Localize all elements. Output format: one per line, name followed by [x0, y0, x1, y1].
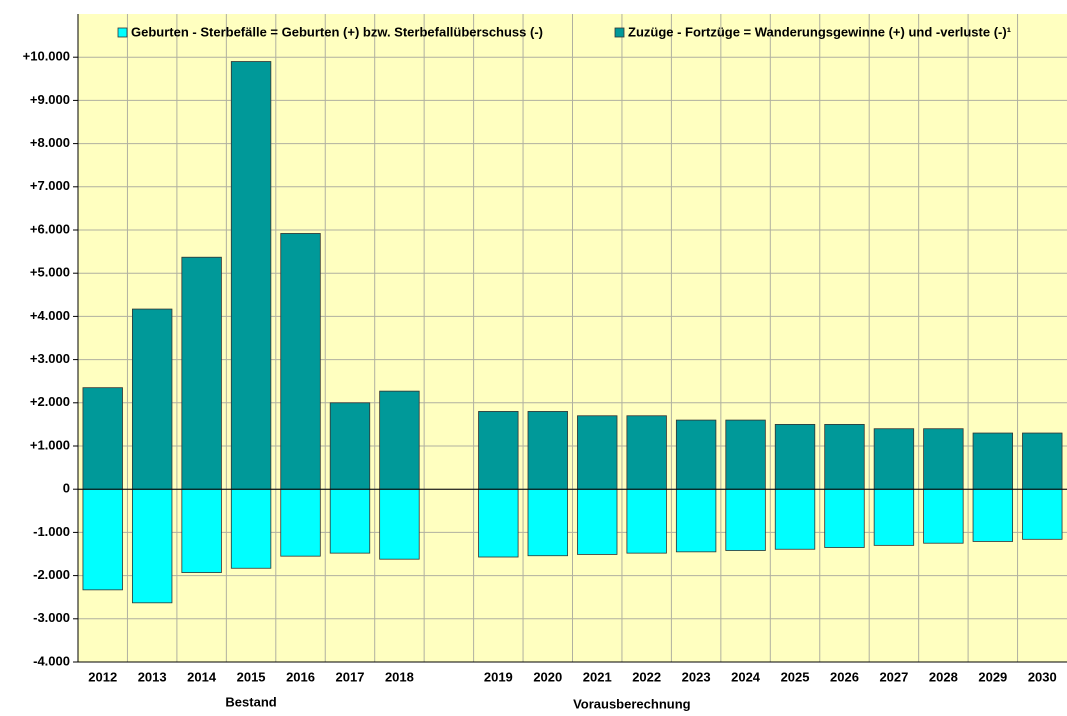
- x-tick-label: 2015: [237, 669, 266, 684]
- bar: [774, 488, 816, 550]
- bar: [725, 419, 766, 490]
- x-tick-label: 2017: [336, 669, 365, 684]
- x-tick-label: 2014: [187, 669, 217, 684]
- y-tick-label: +5.000: [30, 265, 70, 280]
- bar: [280, 488, 321, 557]
- bar: [379, 488, 420, 560]
- x-tick-label: 2024: [731, 669, 761, 684]
- bar: [82, 387, 123, 490]
- bar: [873, 428, 915, 490]
- y-tick-label: -3.000: [33, 610, 70, 625]
- legend-swatch: [117, 27, 128, 38]
- bar: [181, 488, 222, 573]
- bar: [626, 488, 667, 554]
- bar: [675, 419, 717, 490]
- bar: [527, 488, 568, 557]
- bar: [131, 308, 173, 490]
- legend-label: Zuzüge - Fortzüge = Wanderungsgewinne (+…: [628, 24, 1011, 39]
- bar: [923, 428, 964, 490]
- legend-label: Geburten - Sterbefälle = Geburten (+) bz…: [131, 24, 543, 39]
- x-tick-label: 2018: [385, 669, 414, 684]
- bar: [626, 415, 667, 490]
- bar: [379, 390, 420, 490]
- y-tick-label: -2.000: [33, 567, 70, 582]
- bar: [725, 488, 766, 551]
- legend-swatch: [614, 27, 625, 38]
- bar: [824, 488, 865, 548]
- bar: [527, 411, 568, 490]
- bar: [1022, 488, 1063, 540]
- bar: [478, 411, 519, 490]
- bar: [675, 488, 717, 553]
- y-tick-label: -1.000: [33, 524, 70, 539]
- bar: [280, 233, 321, 490]
- bar: [329, 488, 371, 554]
- x-tick-label: 2026: [830, 669, 859, 684]
- y-tick-label: +8.000: [30, 135, 70, 150]
- x-tick-label: 2023: [682, 669, 711, 684]
- bar: [230, 61, 272, 490]
- bar: [131, 488, 173, 604]
- x-tick-label: 2016: [286, 669, 315, 684]
- y-tick-label: +7.000: [30, 178, 70, 193]
- bar: [972, 488, 1014, 542]
- bar: [1022, 432, 1063, 490]
- x-tick-label: 2022: [632, 669, 661, 684]
- x-tick-label: 2025: [781, 669, 810, 684]
- bar: [972, 432, 1014, 490]
- y-tick-label: 0: [63, 481, 70, 496]
- x-tick-label: 2019: [484, 669, 513, 684]
- x-tick-label: 2012: [88, 669, 117, 684]
- y-tick-label: +3.000: [30, 351, 70, 366]
- bar: [478, 488, 519, 558]
- bar: [873, 488, 915, 546]
- y-tick-label: +1.000: [30, 437, 70, 452]
- bar: [329, 402, 371, 490]
- x-tick-label: 2030: [1028, 669, 1057, 684]
- bar: [577, 415, 618, 490]
- bar: [230, 488, 272, 569]
- bar: [824, 423, 865, 490]
- x-tick-label: 2020: [533, 669, 562, 684]
- bar: [82, 488, 123, 591]
- x-tick-label: 2021: [583, 669, 612, 684]
- group-label: Vorausberechnung: [573, 696, 691, 711]
- x-tick-label: 2029: [978, 669, 1007, 684]
- y-tick-label: +4.000: [30, 308, 70, 323]
- group-label: Bestand: [225, 694, 276, 709]
- bar: [923, 488, 964, 544]
- y-tick-label: +10.000: [23, 49, 70, 64]
- bar: [774, 423, 816, 490]
- bar: [181, 256, 222, 490]
- x-tick-label: 2028: [929, 669, 958, 684]
- y-tick-label: +9.000: [30, 92, 70, 107]
- y-tick-label: +2.000: [30, 394, 70, 409]
- bar: [577, 488, 618, 555]
- y-tick-label: -4.000: [33, 653, 70, 668]
- y-tick-label: +6.000: [30, 221, 70, 236]
- x-tick-label: 2027: [879, 669, 908, 684]
- x-tick-label: 2013: [138, 669, 167, 684]
